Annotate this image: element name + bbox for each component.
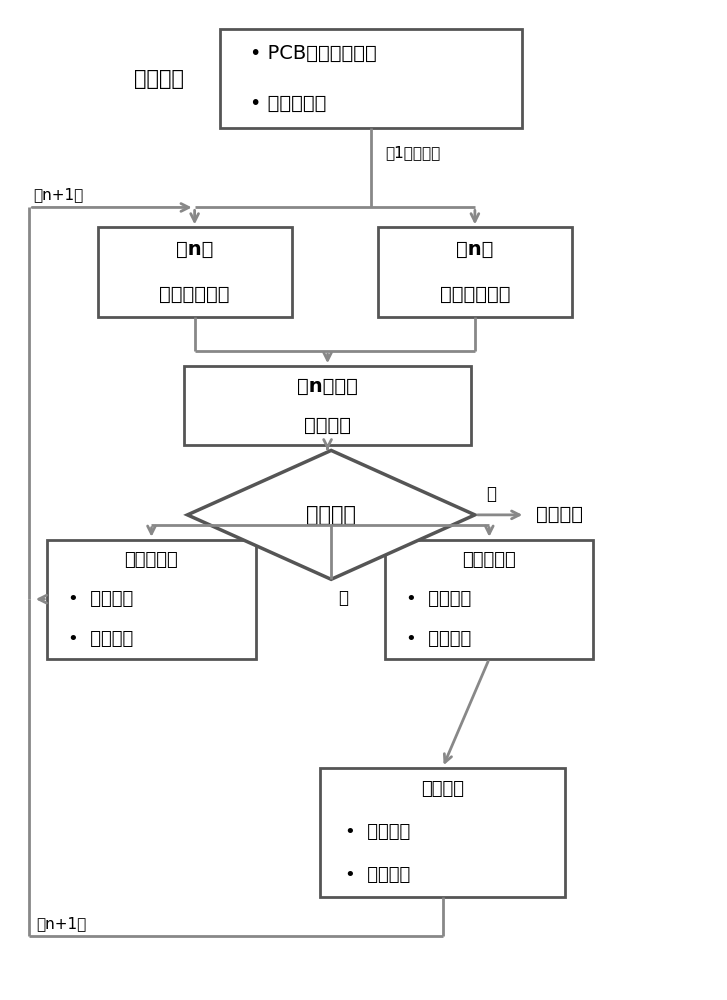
Bar <box>47 540 256 659</box>
Text: •  飞达位置: • 飞达位置 <box>68 630 133 648</box>
Text: 有害因子集: 有害因子集 <box>462 550 516 568</box>
Text: 第1代初始化: 第1代初始化 <box>385 145 441 160</box>
Text: 输出结果: 输出结果 <box>536 505 583 524</box>
Text: 吸嘴安排列表: 吸嘴安排列表 <box>159 285 230 304</box>
Text: 是: 是 <box>486 485 496 503</box>
Bar <box>378 227 572 317</box>
Text: 否: 否 <box>338 589 348 607</box>
Text: 调整后的: 调整后的 <box>421 780 464 798</box>
Text: 优化因子集: 优化因子集 <box>124 550 178 568</box>
Text: 第n代: 第n代 <box>457 240 494 259</box>
Text: •  吸嘴位置: • 吸嘴位置 <box>406 590 471 608</box>
Text: •  飞达位置: • 飞达位置 <box>345 866 410 884</box>
Bar <box>321 768 565 897</box>
Text: 第n代综合: 第n代综合 <box>297 376 358 395</box>
Text: •  吸嘴位置: • 吸嘴位置 <box>345 823 410 841</box>
Text: •  飞达位置: • 飞达位置 <box>406 630 471 648</box>
Bar <box>97 227 292 317</box>
Text: •  吸嘴位置: • 吸嘴位置 <box>68 590 133 608</box>
Text: 是否收敛: 是否收敛 <box>306 505 356 525</box>
Text: 第n代: 第n代 <box>176 240 213 259</box>
Bar <box>220 29 521 128</box>
Polygon shape <box>188 450 475 579</box>
Text: 第n+1代: 第n+1代 <box>36 916 87 931</box>
Text: • PCB元件分类列表: • PCB元件分类列表 <box>250 44 377 63</box>
Text: 第n+1代: 第n+1代 <box>33 187 83 202</box>
Bar <box>385 540 593 659</box>
Text: 输入数据: 输入数据 <box>134 69 184 89</box>
Text: 飞达安排列表: 飞达安排列表 <box>440 285 510 304</box>
Text: • 贴片机参数: • 贴片机参数 <box>250 94 326 113</box>
Bar <box>184 366 471 445</box>
Text: 取料时间: 取料时间 <box>304 416 351 435</box>
